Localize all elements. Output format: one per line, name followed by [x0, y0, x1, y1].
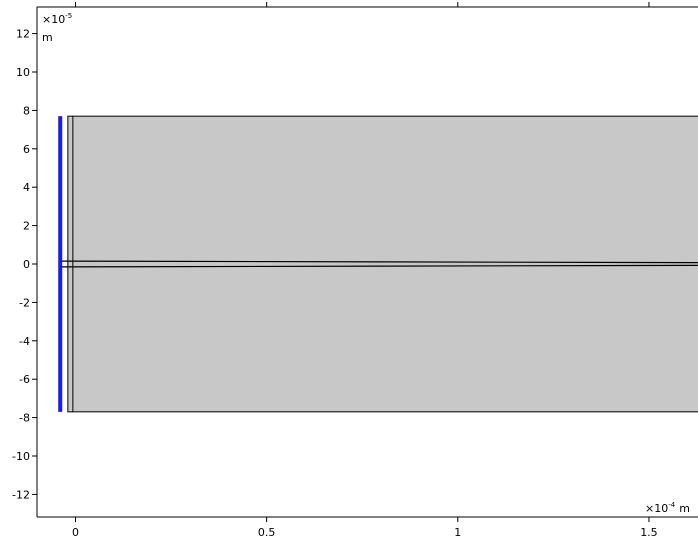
y-tick-label: 6	[23, 143, 30, 156]
y-tick-label: -2	[19, 296, 30, 309]
y-tick-label: 4	[23, 181, 30, 194]
y-tick-label: 8	[23, 104, 30, 117]
x-tick-label: 0.5	[258, 526, 276, 539]
y-tick-label: -4	[19, 335, 30, 348]
y-tick-label: -10	[12, 450, 30, 463]
y-axis-scale-prefix: ×10	[42, 13, 65, 26]
y-tick-label: 12	[16, 28, 30, 41]
y-axis-unit: m	[42, 31, 53, 44]
x-axis-ticks: 00.511.522.53	[72, 2, 658, 539]
crack-upper-line	[60, 260, 698, 264]
y-tick-label: 2	[23, 220, 30, 233]
y-axis-ticks: -12 -10 -8 -6 -4 -2 0 2 4 6 8 10 12	[12, 28, 37, 501]
x-tick-label: 0	[72, 526, 79, 539]
y-tick-label: 10	[16, 66, 30, 79]
y-tick-label: -8	[19, 412, 30, 425]
y-tick-label: -6	[19, 373, 30, 386]
x-axis-unit: m	[679, 502, 690, 515]
x-axis-scale-prefix: ×10	[645, 502, 668, 515]
axes-layer	[36, 6, 698, 518]
x-axis-scale-label: ×10-4 m	[645, 501, 690, 515]
domain-rectangle	[67, 115, 698, 413]
y-axis-scale-exponent: -5	[65, 12, 72, 20]
y-tick-label: 0	[23, 258, 30, 271]
x-tick-label: 1.5	[640, 526, 658, 539]
y-tick-label: -12	[12, 488, 30, 501]
geometry-layer	[58, 115, 698, 413]
x-axis-scale-exponent: -4	[668, 501, 676, 509]
crack-lower-line	[60, 264, 698, 268]
y-axis-scale-label: ×10-5	[42, 12, 72, 26]
x-tick-label: 1	[454, 526, 461, 539]
